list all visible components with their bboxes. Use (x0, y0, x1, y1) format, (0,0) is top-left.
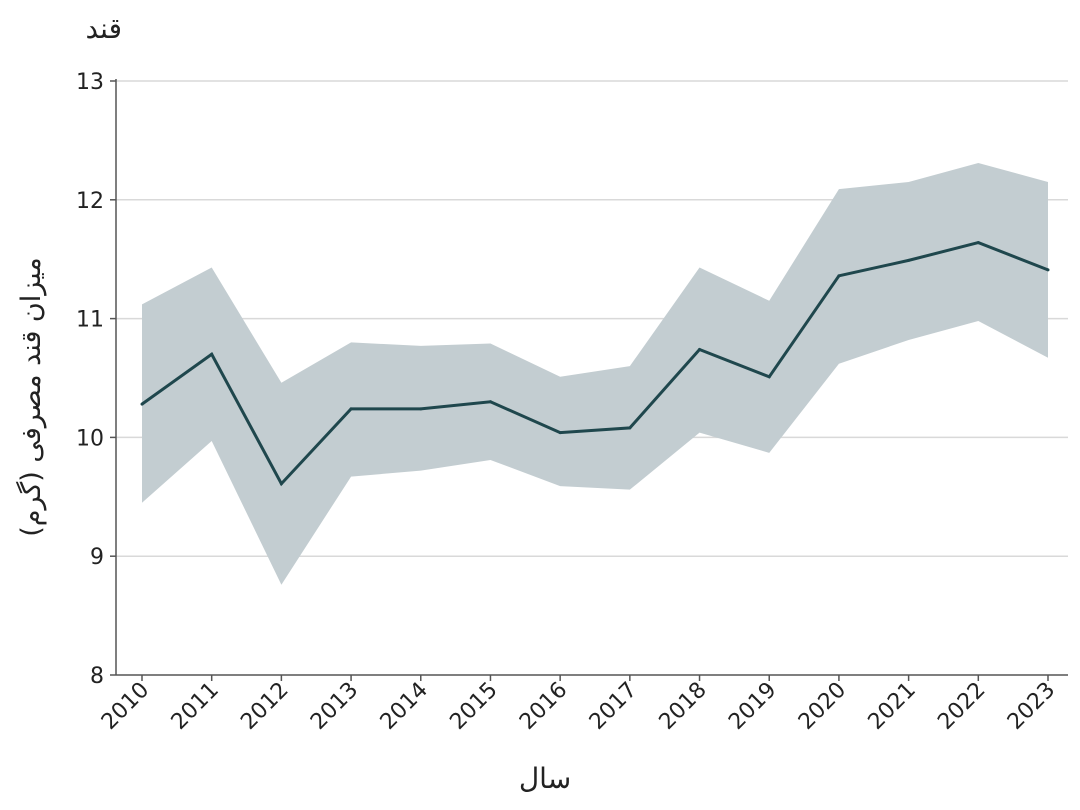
y-tick-label: 9 (90, 545, 104, 570)
data-point (628, 426, 632, 430)
x-tick-label: 2011 (167, 678, 224, 735)
data-point (837, 274, 841, 278)
x-tick-label: 2021 (864, 678, 921, 735)
y-tick-label: 13 (76, 70, 104, 95)
data-point (488, 400, 492, 404)
data-point (976, 241, 980, 245)
x-tick-label: 2020 (794, 678, 851, 735)
x-tick-label: 2015 (445, 678, 502, 735)
y-tick-label: 11 (76, 308, 104, 333)
x-axis-ticks: 2010 2011 2012 2013 2014 2015 2016 2017 2018 2019… (97, 675, 1060, 735)
x-tick-label: 2013 (306, 678, 363, 735)
confidence-band (142, 162, 1048, 585)
y-axis-ticks: 8 9 10 11 12 13 (76, 70, 116, 689)
x-tick-label: 2012 (236, 678, 293, 735)
x-tick-label: 2019 (724, 678, 781, 735)
x-axis-label: سال (519, 762, 571, 795)
x-tick-label: 2023 (1003, 678, 1060, 735)
y-axis-label: میزان قند مصرفی (گرم) (15, 257, 47, 537)
data-point (907, 258, 911, 262)
data-point (698, 347, 702, 351)
y-tick-label: 12 (76, 189, 104, 214)
y-tick-label: 8 (90, 664, 104, 689)
data-point (349, 407, 353, 411)
series-points (140, 241, 1050, 486)
y-tick-label: 10 (76, 426, 104, 451)
x-tick-label: 2022 (933, 678, 990, 735)
data-point (1046, 268, 1050, 272)
x-tick-label: 2016 (515, 678, 572, 735)
x-tick-label: 2010 (97, 678, 154, 735)
data-point (279, 482, 283, 486)
data-point (419, 407, 423, 411)
data-point (210, 352, 214, 356)
data-point (140, 402, 144, 406)
series-line (141, 240, 1049, 487)
chart-title: قند (85, 12, 122, 45)
x-tick-label: 2017 (585, 678, 642, 735)
data-point (558, 431, 562, 435)
x-tick-label: 2014 (376, 678, 433, 735)
data-point (767, 375, 771, 379)
x-tick-label: 2018 (655, 678, 712, 735)
